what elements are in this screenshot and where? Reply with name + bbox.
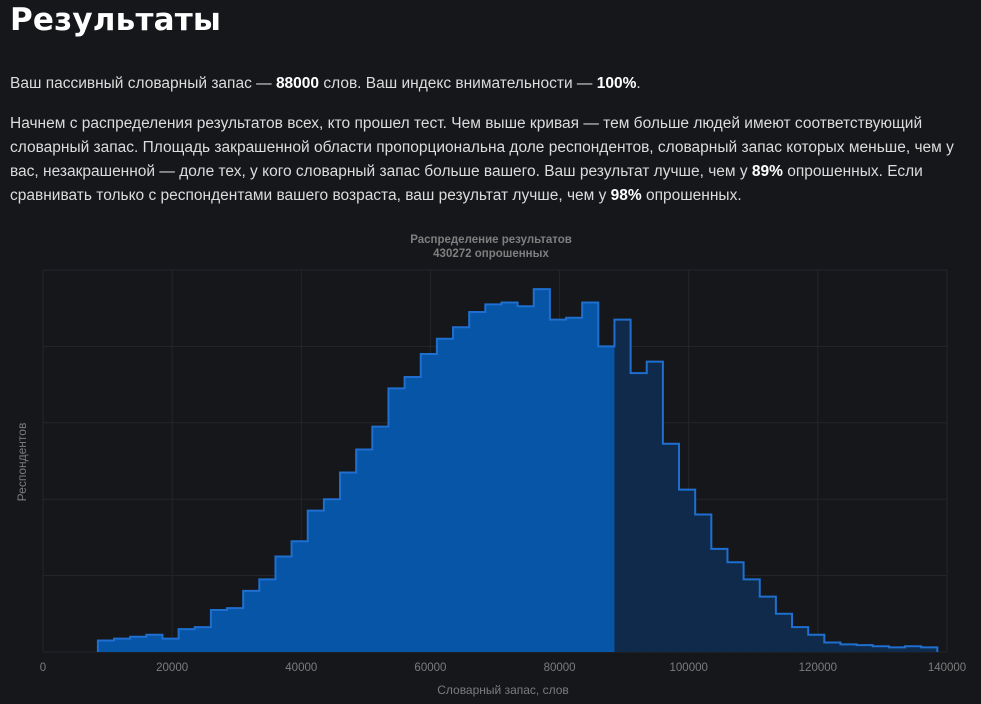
x-tick-label: 60000 [414, 662, 446, 674]
histogram-bar-above-user [872, 646, 890, 652]
percent-all-value: 89% [751, 163, 783, 180]
histogram-outline [96, 288, 939, 652]
histogram-bar-above-user [808, 634, 825, 652]
vocabulary-value: 88000 [275, 75, 320, 92]
x-tick-label: 20000 [156, 662, 188, 674]
summary-text: Ваш пассивный словарный запас — [10, 75, 276, 92]
page-title: Результаты [10, 2, 222, 38]
histogram-bar-below-user [388, 388, 406, 652]
x-tick-label: 100000 [670, 662, 708, 674]
histogram-bar-below-user [453, 327, 470, 652]
histogram-bar-above-user [840, 644, 858, 652]
histogram-bar-above-user [905, 646, 922, 652]
x-tick-label: 40000 [285, 662, 317, 674]
histogram-bar-above-user [824, 642, 842, 652]
histogram-bar-below-user [259, 579, 277, 652]
histogram-bar-below-user [194, 627, 212, 652]
histogram-bar-above-user [743, 579, 761, 652]
percent-age-value: 98% [610, 187, 642, 204]
histogram-bar-above-user [630, 373, 648, 652]
histogram-bar-above-user [921, 647, 938, 652]
summary-paragraph: Ваш пассивный словарный запас — 88000 сл… [10, 72, 970, 96]
histogram-bar-below-user [356, 449, 373, 652]
histogram-bar-below-user [420, 354, 438, 652]
histogram-bar-above-user [759, 596, 777, 652]
x-tick-label: 120000 [799, 662, 837, 674]
histogram-bar-above-user [646, 361, 664, 652]
histogram-bar-below-user [582, 302, 599, 652]
histogram-bar-below-user [210, 609, 228, 652]
histogram-bar-below-user [469, 312, 486, 652]
histogram-chart: 0 20000 40000 60000 80000 100000 120000 140000 … [15, 234, 966, 697]
explanation-text: Начнем с распределения результатов всех,… [10, 115, 954, 180]
histogram-bar-above-user [888, 647, 906, 652]
x-tick-label: 0 [40, 662, 46, 674]
histogram-bar-below-user [275, 556, 293, 652]
histogram-bar-below-user [178, 629, 196, 652]
histogram-bar-below-user [146, 634, 164, 652]
histogram-bar-below-user [517, 306, 535, 652]
histogram-bar-below-user [340, 472, 357, 652]
y-axis-label: Респондентов [15, 423, 29, 502]
histogram-bars [97, 289, 938, 652]
explanation-paragraph: Начнем с распределения результатов всех,… [10, 112, 970, 208]
histogram-bar-below-user [436, 338, 454, 652]
histogram-bar-below-user [130, 636, 147, 652]
explanation-text: опрошенных. [641, 187, 742, 204]
x-axis-label: Словарный запас, слов [437, 683, 569, 697]
histogram-bar-below-user [243, 590, 260, 652]
summary-text: . [636, 75, 641, 92]
histogram-bar-above-user [695, 514, 712, 652]
histogram-bar-above-user [727, 562, 745, 652]
histogram-bar-above-user [662, 443, 680, 652]
histogram-bar-below-user [291, 541, 309, 652]
x-axis-ticks: 0 20000 40000 60000 80000 100000 120000 140000 [40, 662, 966, 674]
histogram-bar-below-user [549, 319, 567, 652]
histogram-bar-above-user [792, 627, 809, 652]
histogram-bar-below-user [501, 302, 519, 652]
x-tick-label: 140000 [928, 662, 966, 674]
histogram-bar-below-user [566, 317, 583, 652]
summary-text: слов. Ваш индекс внимательности — [319, 75, 597, 92]
histogram-bar-above-user [679, 489, 696, 652]
histogram-bar-below-user [227, 608, 244, 652]
histogram-bar-below-user [97, 640, 115, 652]
histogram-bar-above-user [856, 645, 874, 652]
explanation-text: опрошенных. Если сравнивать только с рес… [10, 163, 923, 204]
histogram-bar-above-user [775, 613, 793, 652]
histogram-bar-below-user [533, 289, 551, 652]
chart-title: Распределение результатов [410, 234, 572, 246]
histogram-bar-below-user [323, 499, 341, 652]
histogram-bar-below-user [485, 304, 503, 652]
histogram-bar-above-user [614, 319, 632, 652]
histogram-bar-above-user [711, 548, 729, 652]
attention-index-value: 100% [596, 75, 637, 92]
histogram-bar-below-user [598, 346, 616, 652]
x-tick-label: 80000 [544, 662, 576, 674]
histogram-bar-below-user [307, 510, 325, 652]
histogram-bar-below-user [114, 638, 131, 652]
histogram-bar-below-user [404, 376, 422, 652]
chart-subtitle: 430272 опрошенных [433, 248, 549, 260]
histogram-bar-below-user [372, 426, 390, 652]
histogram-bar-below-user [162, 638, 180, 652]
